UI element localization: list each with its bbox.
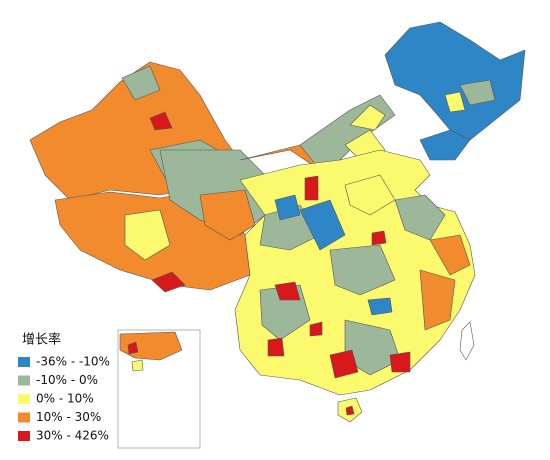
inset-region xyxy=(131,359,144,372)
region xyxy=(199,189,256,241)
region xyxy=(444,91,466,113)
inset-region xyxy=(127,341,139,355)
region xyxy=(329,244,396,296)
region xyxy=(267,337,285,357)
legend-title: 增长率 xyxy=(22,332,61,348)
legend-swatch xyxy=(18,412,30,423)
legend: 增长率 -36% - -10% -10% - 0% 0% - 10% 10% - 30… xyxy=(18,332,110,443)
region xyxy=(329,349,359,379)
legend-swatch xyxy=(18,357,30,367)
region xyxy=(371,230,387,246)
region xyxy=(344,174,396,216)
region xyxy=(429,234,471,276)
region xyxy=(309,321,323,337)
map-regions xyxy=(29,21,526,423)
region xyxy=(274,194,301,221)
region xyxy=(299,199,346,251)
legend-label: 30% - 426% xyxy=(36,429,109,443)
region xyxy=(349,104,386,131)
inset-region xyxy=(119,331,183,361)
region xyxy=(345,405,355,416)
region xyxy=(367,297,393,316)
legend-swatch xyxy=(18,394,30,404)
region xyxy=(121,65,161,101)
region xyxy=(274,281,301,301)
region xyxy=(124,209,171,261)
region xyxy=(459,79,496,106)
legend-label: 0% - 10% xyxy=(36,392,94,406)
legend-label: 10% - 30% xyxy=(36,410,101,424)
legend-swatch xyxy=(18,375,30,386)
legend-label: -36% - -10% xyxy=(36,355,110,369)
region xyxy=(384,21,526,141)
inset-frame xyxy=(117,329,201,449)
region xyxy=(419,129,471,161)
region xyxy=(419,269,456,331)
region xyxy=(394,194,446,241)
region xyxy=(149,111,173,131)
legend-label: -10% - 0% xyxy=(36,373,98,387)
region xyxy=(389,351,411,373)
legend-swatch xyxy=(18,431,30,441)
region xyxy=(151,271,186,293)
region xyxy=(459,321,475,361)
region xyxy=(304,175,319,201)
